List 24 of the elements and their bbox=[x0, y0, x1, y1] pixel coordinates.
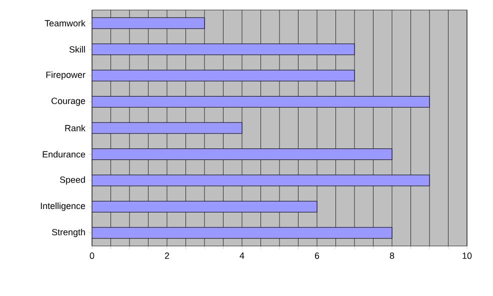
bar bbox=[92, 227, 392, 239]
y-tick-label: Firepower bbox=[46, 71, 86, 80]
bar bbox=[92, 200, 318, 212]
x-tick-label: 10 bbox=[462, 252, 472, 259]
y-tick-label: Rank bbox=[65, 124, 86, 132]
y-tick-label: Courage bbox=[52, 98, 86, 106]
bar bbox=[92, 70, 355, 82]
y-tick-label: Intelligence bbox=[40, 202, 86, 211]
bar bbox=[92, 44, 355, 56]
y-tick-label: Endurance bbox=[42, 150, 86, 158]
x-tick-label: 2 bbox=[164, 252, 170, 259]
bar bbox=[92, 96, 430, 108]
y-tick-label: Strength bbox=[52, 228, 85, 238]
y-tick-label: Speed bbox=[60, 176, 85, 185]
x-tick-label: 0 bbox=[90, 252, 94, 259]
y-tick-label: Teamwork bbox=[44, 20, 86, 26]
bar bbox=[92, 17, 205, 29]
x-tick-label: 6 bbox=[314, 252, 320, 259]
bar bbox=[92, 122, 242, 134]
y-tick-label: Skill bbox=[69, 46, 85, 53]
bar bbox=[92, 174, 430, 186]
bar bbox=[92, 148, 392, 160]
x-tick-label: 4 bbox=[240, 252, 244, 259]
x-tick-label: 8 bbox=[390, 252, 394, 259]
